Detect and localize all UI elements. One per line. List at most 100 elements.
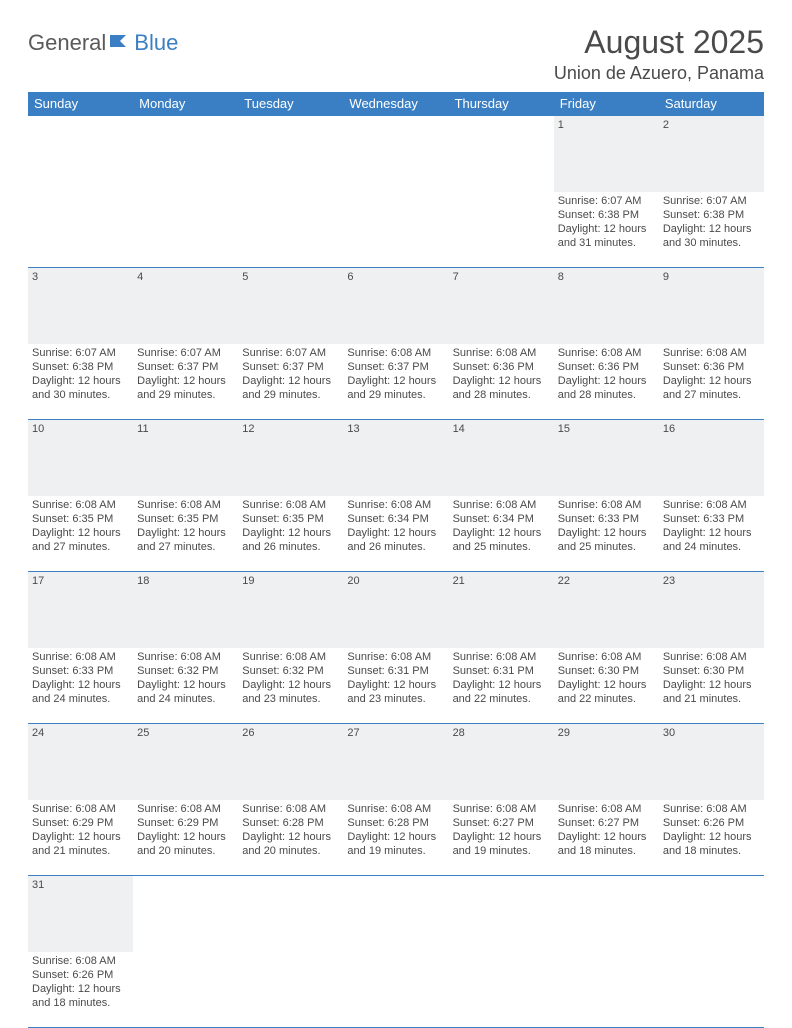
day-details-cell: Sunrise: 6:08 AMSunset: 6:31 PMDaylight:… — [343, 648, 448, 724]
sunrise-line: Sunrise: 6:08 AM — [32, 498, 129, 512]
daylight-line-1: Daylight: 12 hours — [453, 830, 550, 844]
day-number-cell: 22 — [554, 572, 659, 648]
day-number-cell: 2 — [659, 116, 764, 192]
daylight-line-1: Daylight: 12 hours — [347, 526, 444, 540]
day-details-cell: Sunrise: 6:08 AMSunset: 6:27 PMDaylight:… — [449, 800, 554, 876]
daylight-line-1: Daylight: 12 hours — [137, 830, 234, 844]
daylight-line-1: Daylight: 12 hours — [347, 374, 444, 388]
daylight-line-1: Daylight: 12 hours — [137, 374, 234, 388]
day-number-cell: 20 — [343, 572, 448, 648]
day-details-cell — [343, 192, 448, 268]
day-details-cell: Sunrise: 6:08 AMSunset: 6:33 PMDaylight:… — [554, 496, 659, 572]
sunset-line: Sunset: 6:36 PM — [453, 360, 550, 374]
day-number-cell: 26 — [238, 724, 343, 800]
sunrise-line: Sunrise: 6:08 AM — [453, 498, 550, 512]
daylight-line-2: and 23 minutes. — [347, 692, 444, 706]
day-number-cell: 4 — [133, 268, 238, 344]
day-number-cell: 18 — [133, 572, 238, 648]
daylight-line-2: and 28 minutes. — [558, 388, 655, 402]
daylight-line-1: Daylight: 12 hours — [347, 830, 444, 844]
daylight-line-2: and 31 minutes. — [558, 236, 655, 250]
day-details-cell: Sunrise: 6:07 AMSunset: 6:38 PMDaylight:… — [659, 192, 764, 268]
day-details-cell: Sunrise: 6:08 AMSunset: 6:36 PMDaylight:… — [554, 344, 659, 420]
day-number-cell: 23 — [659, 572, 764, 648]
day-details-cell: Sunrise: 6:08 AMSunset: 6:27 PMDaylight:… — [554, 800, 659, 876]
sunset-line: Sunset: 6:35 PM — [137, 512, 234, 526]
day-details-cell: Sunrise: 6:07 AMSunset: 6:37 PMDaylight:… — [133, 344, 238, 420]
day-number-cell: 10 — [28, 420, 133, 496]
sunset-line: Sunset: 6:29 PM — [32, 816, 129, 830]
daylight-line-1: Daylight: 12 hours — [242, 678, 339, 692]
sunrise-line: Sunrise: 6:08 AM — [32, 954, 129, 968]
day-details-cell: Sunrise: 6:08 AMSunset: 6:33 PMDaylight:… — [28, 648, 133, 724]
day-details-cell — [133, 952, 238, 1028]
sunset-line: Sunset: 6:34 PM — [347, 512, 444, 526]
day-details-row: Sunrise: 6:07 AMSunset: 6:38 PMDaylight:… — [28, 344, 764, 420]
day-details-cell: Sunrise: 6:08 AMSunset: 6:28 PMDaylight:… — [343, 800, 448, 876]
daylight-line-2: and 19 minutes. — [347, 844, 444, 858]
sunrise-line: Sunrise: 6:08 AM — [558, 802, 655, 816]
day-number-cell: 29 — [554, 724, 659, 800]
day-number-cell: 5 — [238, 268, 343, 344]
sunset-line: Sunset: 6:37 PM — [137, 360, 234, 374]
day-details-cell: Sunrise: 6:08 AMSunset: 6:29 PMDaylight:… — [28, 800, 133, 876]
daylight-line-2: and 30 minutes. — [663, 236, 760, 250]
daylight-line-1: Daylight: 12 hours — [347, 678, 444, 692]
day-details-cell: Sunrise: 6:08 AMSunset: 6:28 PMDaylight:… — [238, 800, 343, 876]
sunset-line: Sunset: 6:32 PM — [242, 664, 339, 678]
daylight-line-1: Daylight: 12 hours — [663, 222, 760, 236]
daylight-line-2: and 24 minutes. — [137, 692, 234, 706]
sunrise-line: Sunrise: 6:08 AM — [242, 802, 339, 816]
day-number-cell — [238, 876, 343, 952]
weekday-header: Sunday — [28, 92, 133, 116]
location-label: Union de Azuero, Panama — [554, 63, 764, 84]
day-details-cell — [28, 192, 133, 268]
month-title: August 2025 — [554, 24, 764, 61]
day-details-cell: Sunrise: 6:07 AMSunset: 6:38 PMDaylight:… — [554, 192, 659, 268]
day-details-row: Sunrise: 6:08 AM Sunset: 6:35 PM Daylight:… — [28, 496, 764, 572]
daylight-line-1: Daylight: 12 hours — [32, 374, 129, 388]
sunrise-line: Sunrise: 6:08 AM — [453, 346, 550, 360]
day-number-cell: 24 — [28, 724, 133, 800]
daylight-line-1: Daylight: 12 hours — [453, 526, 550, 540]
daylight-line-1: Daylight: 12 hours — [558, 222, 655, 236]
flag-icon — [110, 33, 132, 54]
day-details-cell — [449, 192, 554, 268]
calendar-table: SundayMondayTuesdayWednesdayThursdayFrid… — [28, 92, 764, 1028]
sunset-line: Sunset: 6:36 PM — [558, 360, 655, 374]
daylight-line-1: Daylight: 12 hours — [453, 678, 550, 692]
day-details-cell: Sunrise: 6:08 AMSunset: 6:30 PMDaylight:… — [554, 648, 659, 724]
sunrise-line: Sunrise: 6:08 AM — [663, 802, 760, 816]
weekday-header: Thursday — [449, 92, 554, 116]
weekday-header-row: SundayMondayTuesdayWednesdayThursdayFrid… — [28, 92, 764, 116]
daylight-line-2: and 28 minutes. — [453, 388, 550, 402]
daylight-line-2: and 24 minutes. — [32, 692, 129, 706]
sunrise-line: Sunrise: 6:08 AM — [347, 498, 444, 512]
weekday-header: Friday — [554, 92, 659, 116]
day-number-cell — [449, 116, 554, 192]
sunrise-line: Sunrise: 6:07 AM — [32, 346, 129, 360]
day-number-cell — [343, 116, 448, 192]
logo-text-general: General — [28, 30, 106, 56]
sunrise-line: Sunrise: 6:08 AM — [32, 802, 129, 816]
day-number-cell: 7 — [449, 268, 554, 344]
day-details-row: Sunrise: 6:07 AMSunset: 6:38 PMDaylight:… — [28, 192, 764, 268]
day-number-cell — [238, 116, 343, 192]
day-details-cell: Sunrise: 6:08 AMSunset: 6:34 PMDaylight:… — [449, 496, 554, 572]
daylight-line-2: and 25 minutes. — [558, 540, 655, 554]
sunrise-line: Sunrise: 6:08 AM — [558, 346, 655, 360]
day-details-cell: Sunrise: 6:08 AMSunset: 6:30 PMDaylight:… — [659, 648, 764, 724]
sunrise-line: Sunrise: 6:07 AM — [137, 346, 234, 360]
day-number-cell: 16 — [659, 420, 764, 496]
daylight-line-2: and 25 minutes. — [453, 540, 550, 554]
daylight-line-1: Daylight: 12 hours — [137, 678, 234, 692]
day-number-cell: 30 — [659, 724, 764, 800]
sunrise-line: Sunrise: 6:08 AM — [663, 346, 760, 360]
sunset-line: Sunset: 6:28 PM — [347, 816, 444, 830]
day-details-cell — [238, 952, 343, 1028]
day-number-cell — [659, 876, 764, 952]
day-details-cell: Sunrise: 6:08 AMSunset: 6:26 PMDaylight:… — [659, 800, 764, 876]
day-details-cell: Sunrise: 6:08 AMSunset: 6:32 PMDaylight:… — [238, 648, 343, 724]
sunset-line: Sunset: 6:36 PM — [663, 360, 760, 374]
day-number-cell: 28 — [449, 724, 554, 800]
